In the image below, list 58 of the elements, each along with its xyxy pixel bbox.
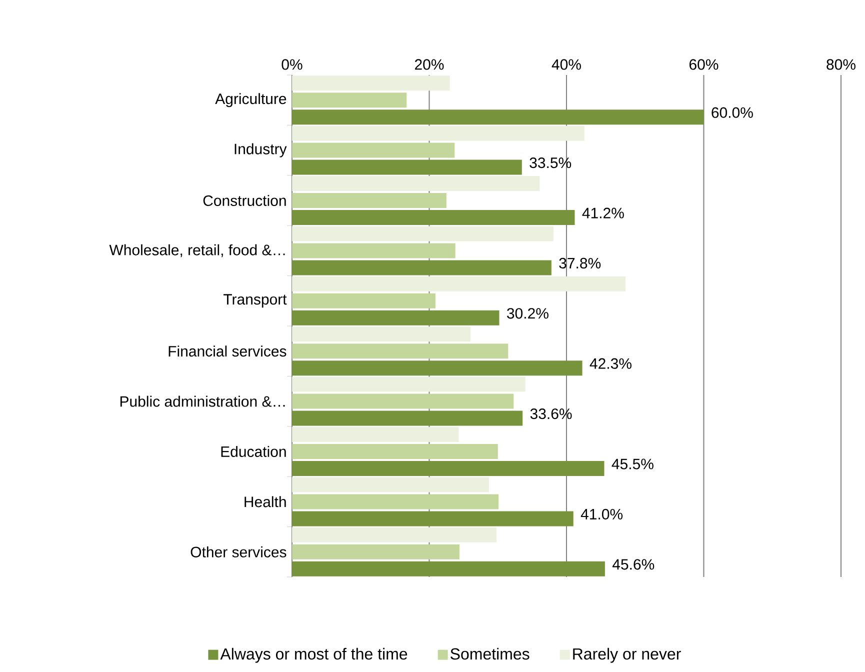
y-tick-label: Transport	[224, 294, 287, 308]
bar	[292, 176, 540, 191]
data-label: 33.6%	[530, 408, 572, 420]
x-tick-label: 60%	[690, 59, 718, 70]
legend-label: Rarely or never	[573, 648, 681, 663]
bar	[292, 160, 522, 175]
x-tick-label: 80%	[826, 59, 856, 70]
y-tick-label: Health	[244, 496, 286, 508]
y-tick-label: Agriculture	[215, 93, 286, 108]
bar	[292, 444, 498, 459]
bar	[292, 527, 497, 542]
x-tick-label: 40%	[552, 59, 581, 70]
bar	[292, 460, 604, 476]
y-tick-label: Education	[221, 446, 286, 457]
data-label: 30.2%	[507, 308, 548, 319]
bar	[292, 360, 582, 376]
y-tick-label: Public administration &…	[120, 396, 285, 407]
bar	[292, 92, 407, 108]
legend-label: Always or most of the time	[220, 648, 408, 663]
bar	[292, 260, 552, 276]
data-label: 45.5%	[612, 458, 654, 470]
bar	[292, 293, 436, 308]
data-label: 45.6%	[612, 559, 654, 570]
data-label: 41.2%	[582, 208, 624, 218]
y-tick-label: Other services	[190, 546, 286, 558]
y-tick-label: Financial services	[168, 346, 286, 357]
data-label: 37.8%	[559, 258, 601, 268]
y-tick-label: Wholesale, retail, food &…	[109, 244, 285, 258]
bar	[292, 210, 575, 225]
bar	[292, 344, 508, 359]
bar	[292, 477, 489, 492]
bar	[292, 142, 455, 158]
bar	[292, 193, 446, 208]
bar	[292, 561, 605, 576]
bar	[292, 310, 500, 326]
bar	[292, 276, 626, 292]
bar	[292, 110, 704, 125]
bar	[292, 76, 450, 91]
bar	[292, 226, 554, 242]
bar	[292, 544, 460, 560]
x-tick-label: 20%	[414, 59, 444, 70]
bar	[292, 394, 514, 409]
y-tick-label: Industry	[234, 143, 287, 158]
bar	[292, 243, 456, 258]
bar	[292, 410, 523, 426]
data-label: 42.3%	[590, 358, 632, 369]
bar	[292, 376, 526, 392]
data-label: 60.0%	[712, 107, 753, 118]
bar	[292, 494, 499, 510]
bar	[292, 126, 584, 141]
data-label: 33.5%	[530, 157, 572, 168]
y-tick-label: Construction	[203, 194, 286, 206]
legend-label: Sometimes	[450, 648, 530, 660]
x-tick-label: 0%	[282, 59, 302, 70]
bar	[292, 426, 459, 442]
bar	[292, 511, 574, 526]
data-label: 41.0%	[580, 508, 623, 520]
bar	[292, 326, 470, 342]
